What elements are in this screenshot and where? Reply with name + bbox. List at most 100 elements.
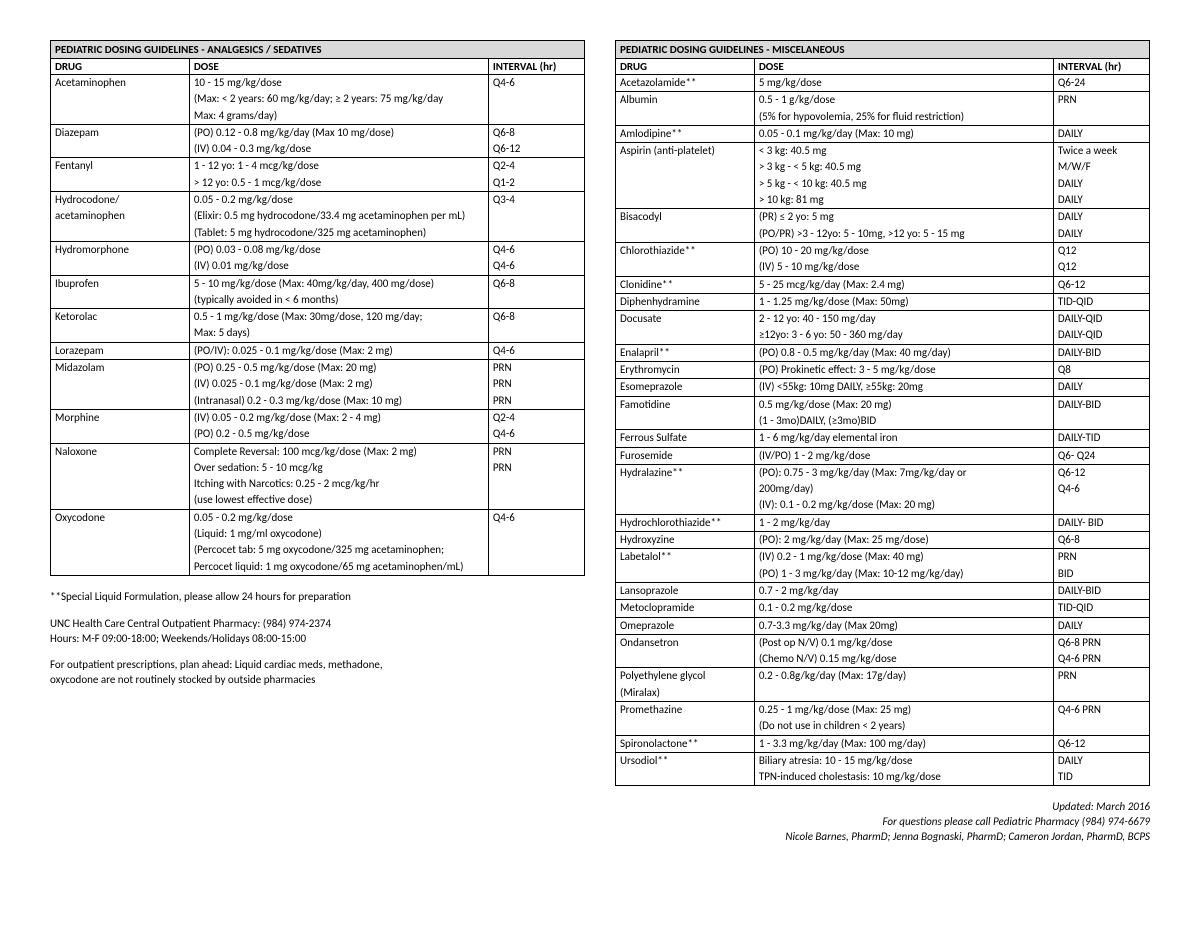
- cell-drug: Ibuprofen: [51, 275, 190, 292]
- cell-interval: [488, 108, 584, 125]
- cell-drug: [616, 566, 755, 583]
- cell-interval: [1053, 109, 1149, 126]
- note-outpatient-1: For outpatient prescriptions, plan ahead…: [50, 658, 383, 671]
- cell-dose: (IV) <55kg: 10mg DAILY, ≥55kg: 20mg: [754, 379, 1053, 396]
- cell-dose: (use lowest effective dose): [189, 492, 488, 509]
- table-row: (IV) 0.04 - 0.3 mg/kg/doseQ6-12: [51, 141, 585, 158]
- cell-drug: [616, 769, 755, 786]
- cell-dose: > 3 kg - < 5 kg: 40.5 mg: [754, 159, 1053, 175]
- cell-dose: (IV) 0.025 - 0.1 mg/kg/dose (Max: 2 mg): [189, 376, 488, 392]
- cell-drug: Enalapril**: [616, 344, 755, 361]
- table-row: Diphenhydramine1 - 1.25 mg/kg/dose (Max:…: [616, 293, 1150, 310]
- cell-dose: (PR) ≤ 2 yo: 5 mg: [754, 209, 1053, 226]
- cell-drug: [616, 651, 755, 668]
- misc-table: PEDIATRIC DOSING GUIDELINES - MISCELANEO…: [615, 40, 1150, 786]
- table-row: Hydroxyzine(PO): 2 mg/kg/day (Max: 25 mg…: [616, 532, 1150, 549]
- table-row: (typically avoided in < 6 months): [51, 292, 585, 309]
- cell-dose: > 12 yo: 0.5 - 1 mcg/kg/dose: [189, 175, 488, 192]
- cell-interval: PRN: [488, 360, 584, 377]
- table-title: PEDIATRIC DOSING GUIDELINES - ANALGESICS…: [51, 41, 585, 59]
- cell-dose: (Liquid: 1 mg/ml oxycodone): [189, 526, 488, 542]
- cell-dose: (PO/PR) >3 - 12yo: 5 - 10mg, >12 yo: 5 -…: [754, 226, 1053, 243]
- table-row: Labetalol**(IV) 0.2 - 1 mg/kg/dose (Max:…: [616, 549, 1150, 566]
- cell-dose: Biliary atresia: 10 - 15 mg/kg/dose: [754, 752, 1053, 769]
- cell-interval: PRN: [488, 393, 584, 410]
- cell-interval: Q8: [1053, 362, 1149, 379]
- table-row: Itching with Narcotics: 0.25 - 2 mcg/kg/…: [51, 476, 585, 492]
- cell-interval: DAILY: [1053, 617, 1149, 634]
- table-row: Esomeprazole(IV) <55kg: 10mg DAILY, ≥55k…: [616, 379, 1150, 396]
- cell-drug: [51, 542, 190, 558]
- cell-drug: [51, 141, 190, 158]
- table-row: Enalapril**(PO) 0.8 - 0.5 mg/kg/day (Max…: [616, 344, 1150, 361]
- cell-dose: (PO) 1 - 3 mg/kg/day (Max: 10-12 mg/kg/d…: [754, 566, 1053, 583]
- cell-interval: Q4-6: [1053, 481, 1149, 497]
- cell-interval: Q12: [1053, 242, 1149, 259]
- cell-drug: [51, 225, 190, 242]
- cell-drug: Metoclopramide: [616, 600, 755, 617]
- cell-interval: Q4-6: [488, 426, 584, 443]
- cell-dose: 5 - 25 mcg/kg/day (Max: 2.4 mg): [754, 276, 1053, 293]
- cell-drug: [616, 109, 755, 126]
- cell-interval: DAILY: [1053, 209, 1149, 226]
- table-row: Midazolam(PO) 0.25 - 0.5 mg/kg/dose (Max…: [51, 360, 585, 377]
- cell-drug: Oxycodone: [51, 509, 190, 526]
- cell-interval: [488, 492, 584, 509]
- cell-interval: PRN: [488, 443, 584, 460]
- cell-drug: [51, 258, 190, 275]
- cell-interval: DAILY: [1053, 752, 1149, 769]
- cell-drug: [616, 327, 755, 344]
- cell-drug: Polyethylene glycol: [616, 668, 755, 685]
- cell-drug: [616, 481, 755, 497]
- table-row: Ibuprofen5 - 10 mg/kg/dose (Max: 40mg/kg…: [51, 275, 585, 292]
- cell-drug: Famotidine: [616, 396, 755, 413]
- cell-drug: Ferrous Sulfate: [616, 430, 755, 447]
- cell-dose: 0.1 - 0.2 mg/kg/dose: [754, 600, 1053, 617]
- cell-interval: M/W/F: [1053, 159, 1149, 175]
- cell-dose: (Intranasal) 0.2 - 0.3 mg/kg/dose (Max: …: [189, 393, 488, 410]
- cell-interval: Q6-12: [488, 141, 584, 158]
- table-row: acetaminophen(Elixir: 0.5 mg hydrocodone…: [51, 208, 585, 224]
- cell-interval: BID: [1053, 566, 1149, 583]
- table-row: > 3 kg - < 5 kg: 40.5 mgM/W/F: [616, 159, 1150, 175]
- cell-dose: (IV) 0.05 - 0.2 mg/kg/dose (Max: 2 - 4 m…: [189, 409, 488, 426]
- cell-drug: [51, 175, 190, 192]
- cell-drug: [51, 108, 190, 125]
- cell-dose: Max: 4 grams/day): [189, 108, 488, 125]
- cell-interval: PRN: [1053, 668, 1149, 685]
- notes-block: **Special Liquid Formulation, please all…: [50, 590, 585, 688]
- cell-drug: [51, 393, 190, 410]
- note-pharmacy: UNC Health Care Central Outpatient Pharm…: [50, 617, 331, 630]
- cell-drug: Midazolam: [51, 360, 190, 377]
- table-row: Clonidine**5 - 25 mcg/kg/day (Max: 2.4 m…: [616, 276, 1150, 293]
- cell-dose: (IV) 0.01 mg/kg/dose: [189, 258, 488, 275]
- cell-dose: 0.05 - 0.1 mg/kg/day (Max: 10 mg): [754, 125, 1053, 142]
- table-row: Hydrocodone/0.05 - 0.2 mg/kg/doseQ3-4: [51, 192, 585, 209]
- cell-interval: DAILY-QID: [1053, 327, 1149, 344]
- cell-interval: [488, 476, 584, 492]
- cell-dose: 0.5 mg/kg/dose (Max: 20 mg): [754, 396, 1053, 413]
- col-drug: DRUG: [616, 59, 755, 75]
- note-hours: Hours: M-F 09:00-18:00; Weekends/Holiday…: [50, 632, 306, 645]
- cell-dose: 0.5 - 1 mg/kg/dose (Max: 30mg/dose, 120 …: [189, 309, 488, 326]
- cell-interval: TID: [1053, 769, 1149, 786]
- cell-dose: 10 - 15 mg/kg/dose: [189, 75, 488, 92]
- table-row: > 5 kg - < 10 kg: 40.5 mgDAILY: [616, 176, 1150, 192]
- cell-drug: acetaminophen: [51, 208, 190, 224]
- cell-drug: [616, 192, 755, 209]
- cell-interval: Q4-6 PRN: [1053, 651, 1149, 668]
- table-row: (Miralax): [616, 685, 1150, 702]
- table-row: (Chemo N/V) 0.15 mg/kg/doseQ4-6 PRN: [616, 651, 1150, 668]
- table-row: Max: 5 days): [51, 325, 585, 342]
- cell-drug: Amlodipine**: [616, 125, 755, 142]
- cell-drug: [616, 413, 755, 430]
- cell-interval: DAILY: [1053, 125, 1149, 142]
- cell-dose: (1 - 3mo)DAILY, (≥3mo)BID: [754, 413, 1053, 430]
- cell-drug: Lansoprazole: [616, 582, 755, 599]
- table-row: Lorazepam(PO/IV): 0.025 - 0.1 mg/kg/dose…: [51, 342, 585, 359]
- cell-drug: Diazepam: [51, 124, 190, 141]
- cell-dose: 0.05 - 0.2 mg/kg/dose: [189, 509, 488, 526]
- cell-interval: Q6-8: [488, 309, 584, 326]
- table-row: (PO) 0.2 - 0.5 mg/kg/doseQ4-6: [51, 426, 585, 443]
- table-row: Hydralazine**(PO): 0.75 - 3 mg/kg/day (M…: [616, 464, 1150, 481]
